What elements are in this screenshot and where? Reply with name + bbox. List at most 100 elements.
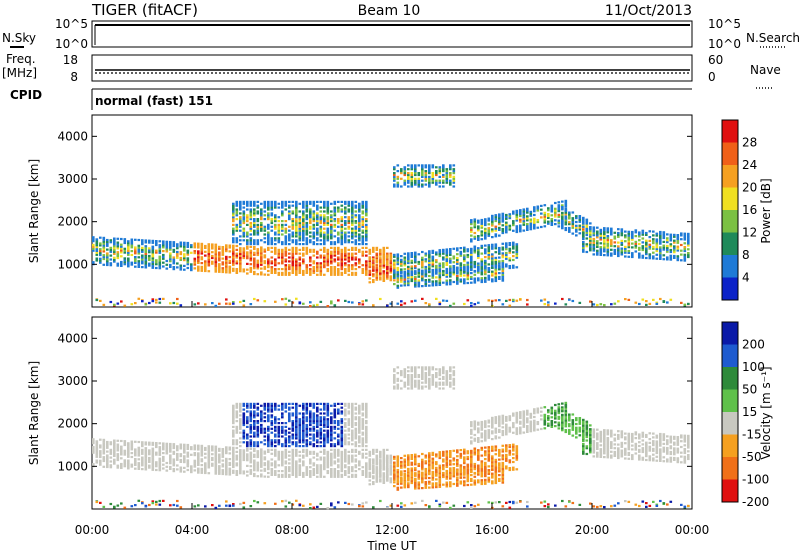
scatter-pixel [372, 448, 375, 451]
scatter-pixel [557, 225, 561, 228]
scatter-pixel [638, 254, 641, 257]
scatter-pixel [218, 255, 221, 258]
scatter-pixel [253, 453, 256, 456]
scatter-pixel [634, 301, 638, 304]
scatter-pixel [316, 252, 319, 255]
scatter-pixel [260, 223, 263, 226]
scatter-pixel [305, 473, 309, 476]
scatter-pixel [575, 230, 578, 233]
scatter-pixel [218, 253, 221, 256]
scatter-pixel [144, 247, 148, 250]
scatter-pixel [323, 258, 326, 261]
scatter-pixel [470, 230, 473, 233]
scatter-pixel [449, 250, 452, 253]
scatter-pixel [417, 275, 421, 278]
scatter-pixel [337, 454, 340, 457]
scatter-pixel [127, 446, 130, 449]
scatter-pixel [578, 228, 582, 231]
scatter-pixel [666, 258, 669, 261]
scatter-pixel [204, 303, 207, 306]
scatter-pixel [368, 252, 372, 255]
scatter-pixel [319, 470, 323, 473]
scatter-pixel [312, 227, 316, 230]
scatter-pixel [505, 244, 508, 247]
scatter-pixel [291, 412, 295, 415]
scatter-pixel [424, 258, 428, 261]
scatter-pixel [305, 466, 309, 469]
scatter-pixel [477, 279, 480, 282]
scatter-pixel [333, 404, 337, 407]
scatter-pixel [645, 247, 648, 250]
scatter-pixel [232, 446, 235, 449]
scatter-pixel [351, 229, 354, 232]
scatter-pixel [361, 418, 365, 421]
scatter-pixel [337, 258, 340, 261]
scatter-pixel [354, 252, 358, 255]
scatter-pixel [242, 227, 246, 230]
scatter-pixel [456, 272, 459, 275]
scatter-pixel [295, 470, 298, 473]
scatter-pixel [253, 233, 256, 236]
scatter-pixel [337, 408, 340, 411]
scatter-pixel [256, 273, 260, 276]
scatter-pixel [277, 220, 281, 223]
scatter-pixel [508, 215, 512, 218]
scatter-pixel [109, 246, 113, 249]
scatter-pixel [172, 462, 176, 465]
scatter-pixel [309, 220, 312, 223]
scatter-pixel [347, 433, 351, 436]
scatter-pixel [270, 404, 274, 407]
scatter-pixel [410, 252, 414, 255]
scatter-pixel [330, 269, 333, 273]
scatter-pixel [302, 412, 305, 415]
scatter-pixel [382, 462, 386, 465]
scatter-pixel [407, 254, 410, 257]
scatter-pixel [116, 504, 120, 507]
scatter-pixel [389, 258, 393, 261]
scatter-pixel [323, 420, 326, 423]
scatter-pixel [239, 437, 242, 440]
scatter-pixel [291, 452, 295, 455]
scatter-pixel [326, 223, 330, 226]
scatter-pixel [165, 248, 169, 251]
scatter-pixel [428, 164, 431, 167]
scatter-pixel [155, 259, 158, 262]
scatter-pixel [659, 254, 662, 257]
scatter-pixel [172, 244, 176, 248]
scatter-pixel [424, 280, 428, 284]
scatter-pixel [389, 277, 393, 280]
scatter-pixel [463, 274, 466, 277]
scatter-pixel [197, 261, 200, 264]
scatter-pixel [428, 278, 431, 281]
scatter-pixel [106, 238, 109, 242]
scatter-pixel [253, 200, 256, 203]
scatter-pixel [599, 230, 603, 233]
scatter-pixel [284, 264, 288, 267]
scatter-pixel [463, 246, 466, 249]
scatter-pixel [375, 267, 379, 270]
scatter-pixel [260, 256, 263, 259]
scatter-pixel [365, 299, 368, 302]
scatter-pixel [606, 227, 610, 230]
scatter-pixel [403, 282, 407, 285]
scatter-pixel [449, 265, 452, 268]
scatter-pixel [291, 241, 295, 244]
scatter-pixel [330, 229, 333, 232]
scatter-pixel [106, 252, 109, 255]
scatter-pixel [491, 255, 494, 258]
scatter-pixel [333, 271, 337, 274]
scatter-pixel [270, 464, 274, 467]
scatter-pixel [120, 243, 123, 246]
scatter-pixel [575, 215, 578, 218]
scatter-pixel [414, 166, 417, 169]
scatter-pixel [277, 229, 281, 232]
scatter-pixel [302, 206, 305, 209]
scatter-pixel [414, 275, 417, 278]
scatter-pixel [333, 437, 337, 440]
scatter-pixel [561, 200, 564, 203]
scatter-pixel [505, 248, 508, 251]
scatter-pixel [267, 404, 270, 407]
scatter-pixel [396, 164, 400, 167]
scatter-pixel [260, 212, 263, 215]
scatter-pixel [295, 202, 298, 205]
